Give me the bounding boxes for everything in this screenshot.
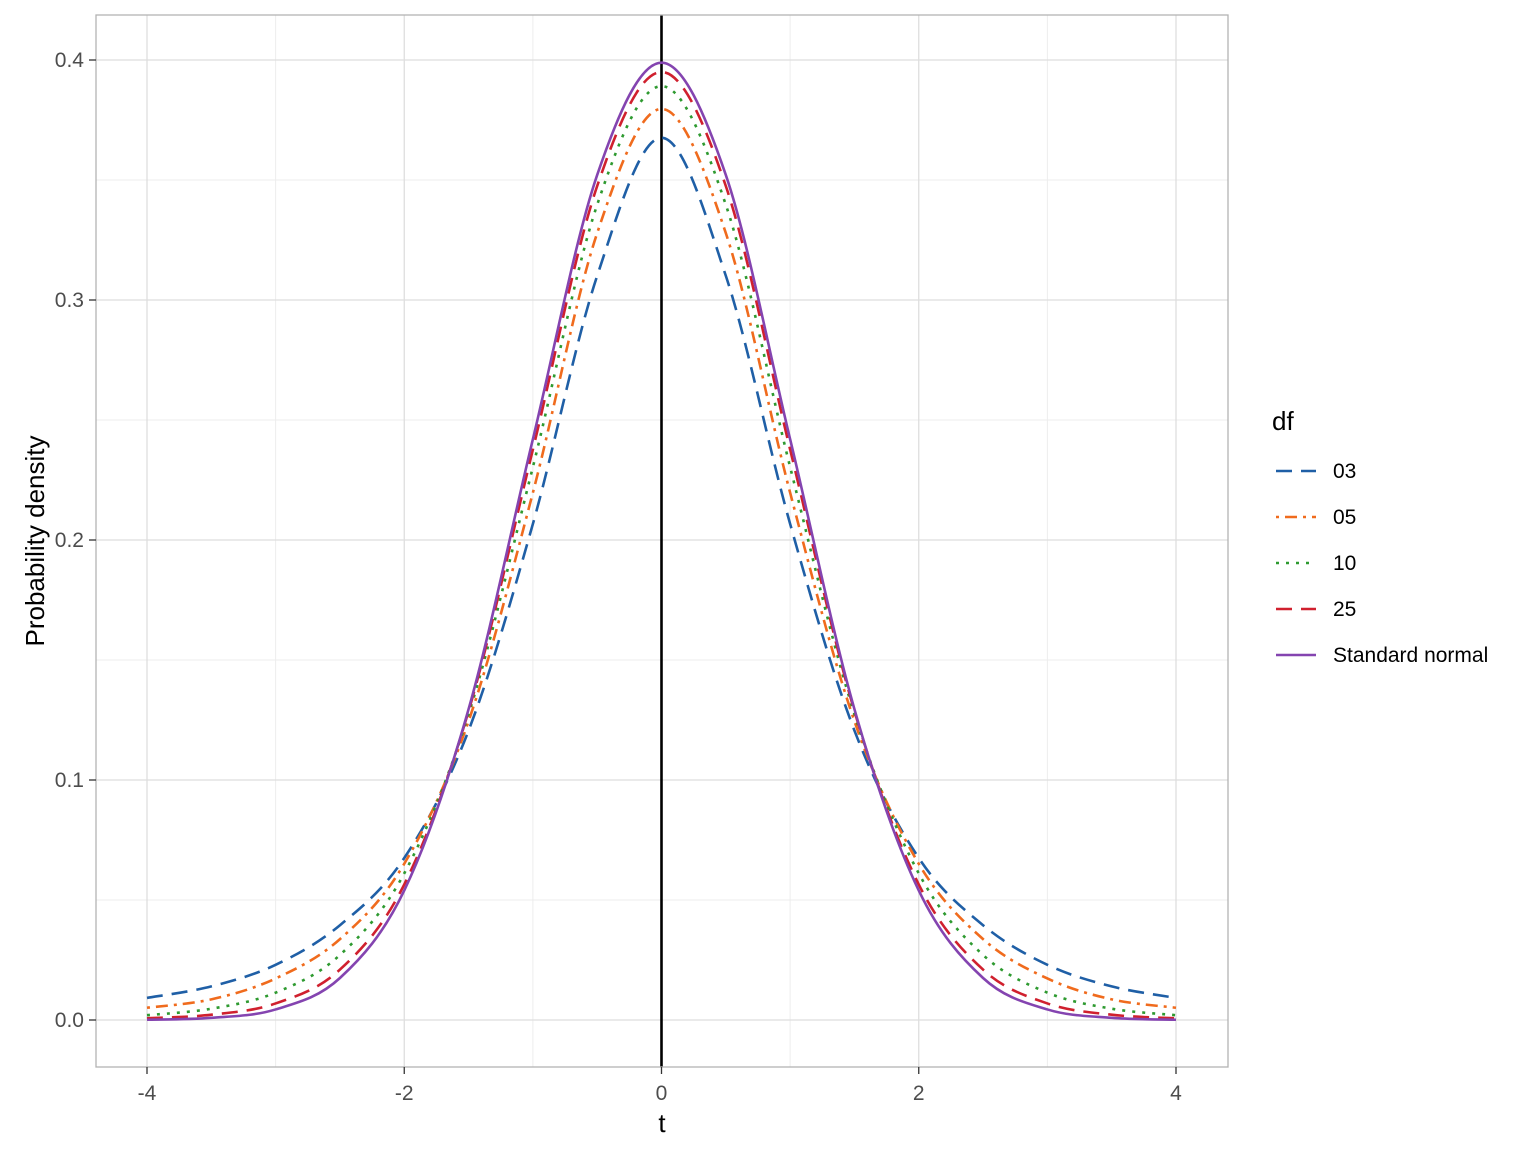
- series-line-05: [146, 107, 1177, 1010]
- x-tick-label: 4: [1170, 1082, 1182, 1105]
- x-axis-title: t: [658, 1108, 666, 1138]
- series-line-25: [146, 70, 1177, 1020]
- y-tick-label: 0.0: [55, 1009, 84, 1032]
- y-axis-title: Probability density: [20, 436, 50, 647]
- series-line-03: [146, 136, 1177, 1000]
- x-tick-label: -2: [395, 1082, 414, 1105]
- y-axis-ticks: 0.0 0.1 0.2 0.3 0.4: [55, 49, 96, 1032]
- y-tick-label: 0.2: [55, 529, 84, 552]
- series-lines: [146, 61, 1177, 1022]
- y-tick-label: 0.3: [55, 289, 84, 312]
- legend-label-10: 10: [1333, 552, 1356, 575]
- legend-label-05: 05: [1333, 506, 1356, 529]
- x-tick-label: 0: [656, 1082, 668, 1105]
- x-axis-ticks: -4 -2 0 2 4: [138, 1067, 1182, 1105]
- legend-title: df: [1272, 406, 1294, 436]
- y-tick-label: 0.1: [55, 769, 84, 792]
- legend: df 03 05 10 25 Standard normal: [1272, 406, 1488, 667]
- legend-label-25: 25: [1333, 598, 1356, 621]
- legend-label-03: 03: [1333, 460, 1356, 483]
- series-line-standard-normal: [146, 61, 1177, 1022]
- legend-label-standard-normal: Standard normal: [1333, 644, 1488, 667]
- y-tick-label: 0.4: [55, 49, 85, 72]
- x-tick-label: 2: [913, 1082, 925, 1105]
- x-tick-label: -4: [138, 1082, 157, 1105]
